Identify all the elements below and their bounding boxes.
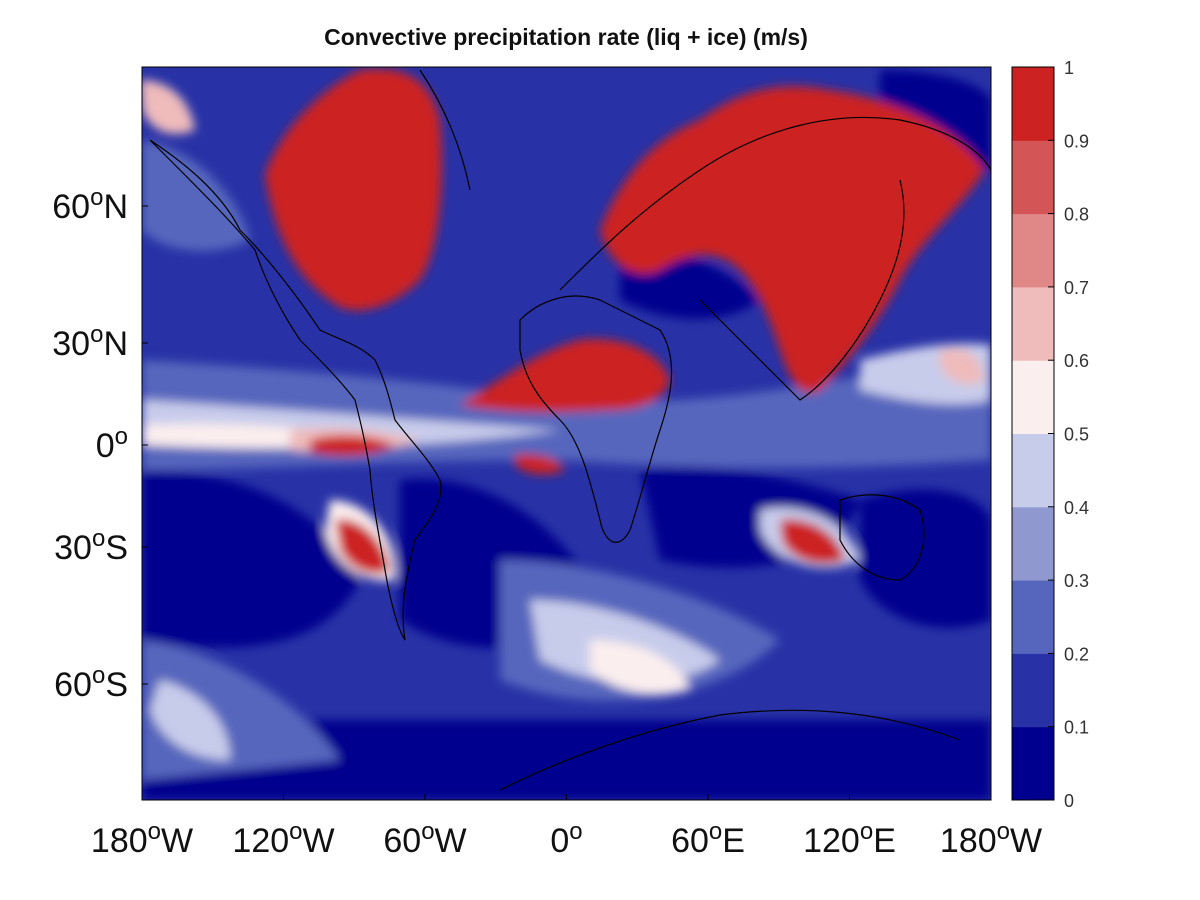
lon-label-hemisphere: W: [435, 822, 467, 860]
colorbar-tick-label: 0.3: [1064, 571, 1089, 591]
very-high-precip-region: [600, 86, 985, 393]
colorbar-segment: [1012, 726, 1054, 801]
lon-label-hemisphere: W: [303, 822, 335, 860]
longitude-label: 60oW: [383, 818, 466, 860]
high-precip-band: [530, 600, 720, 683]
very-high-precip-region: [265, 68, 442, 311]
lat-label-hemisphere: N: [103, 188, 128, 226]
very-high-precip-region: [780, 519, 845, 564]
degree-symbol: o: [92, 525, 105, 552]
americas-coast: [149, 139, 442, 641]
coastlines: [149, 69, 991, 791]
degree-symbol: o: [148, 818, 161, 845]
degree-symbol: o: [709, 818, 722, 845]
very-high-precip-region: [515, 454, 565, 475]
eurasia-coast: [559, 116, 991, 401]
colorbar: 0 0.1 0.2 0.3 0.4 0.5 0.6 0.7 0.8 0.9 1: [1011, 58, 1089, 811]
lon-label-hemisphere: E: [873, 822, 896, 860]
lon-label-value: 120: [232, 822, 289, 860]
high-precip-band: [150, 680, 230, 760]
colorbar-segment: [1012, 433, 1054, 508]
degree-symbol: o: [997, 818, 1010, 845]
colorbar-tick-label: 0.5: [1064, 425, 1089, 445]
colorbar-segment: [1012, 580, 1054, 654]
colorbar-tick-label: 0.4: [1064, 498, 1089, 518]
colorbar-tick-label: 0.9: [1064, 131, 1089, 151]
degree-symbol: o: [90, 321, 103, 348]
longitude-label: 120oE: [803, 818, 896, 860]
degree-symbol: o: [860, 818, 873, 845]
greenland-coast: [419, 69, 471, 191]
latitude-label: 60oS: [54, 662, 128, 704]
map-title: Convective precipitation rate (liq + ice…: [324, 24, 808, 50]
colorbar-segment: [1012, 213, 1054, 288]
colorbar-tick-label: 0: [1064, 791, 1074, 811]
latitude-label: 30oS: [54, 525, 128, 567]
colorbar-segment: [1012, 67, 1054, 141]
very-high-precip-region: [460, 339, 670, 413]
low-precip-region: [860, 489, 991, 628]
moderate-precip-region: [142, 140, 250, 251]
longitude-labels: 180oW 120oW 60oW 0o 60oE 120oE 180oW: [91, 794, 1042, 860]
very-high-precip-band: [940, 348, 985, 385]
longitude-label: 60oE: [671, 818, 745, 860]
very-high-precip-band: [142, 80, 195, 134]
degree-symbol: o: [569, 818, 582, 845]
lat-label-hemisphere: S: [105, 529, 128, 567]
latitude-label: 60oN: [52, 184, 128, 226]
lat-label-value: 30: [54, 529, 92, 567]
latitude-label: 0o: [96, 423, 128, 465]
colorbar-tick-label: 0.2: [1064, 644, 1089, 664]
lat-label-value: 60: [52, 188, 90, 226]
lon-label-value: 120: [803, 822, 860, 860]
longitude-label: 0o: [550, 818, 582, 860]
lat-label-hemisphere: N: [103, 325, 128, 363]
longitude-label: 180oW: [940, 818, 1042, 860]
lon-label-value: 180: [91, 822, 148, 860]
very-high-precip-region: [335, 519, 390, 574]
australia-coast: [839, 494, 925, 581]
very-high-precip-region: [310, 435, 395, 456]
colorbar-tick-label: 1: [1064, 58, 1074, 78]
colorbar-segment: [1012, 286, 1054, 361]
degree-symbol: o: [421, 818, 434, 845]
longitude-label: 180oW: [91, 818, 193, 860]
degree-symbol: o: [92, 662, 105, 689]
precipitation-field: [142, 67, 991, 800]
colorbar-tick-label: 0.6: [1064, 351, 1089, 371]
lon-label-hemisphere: E: [722, 822, 745, 860]
lon-label-value: 180: [940, 822, 997, 860]
lon-label-hemisphere: W: [1010, 822, 1042, 860]
colorbar-segment: [1012, 506, 1054, 581]
lon-label-value: 60: [671, 822, 709, 860]
lat-label-hemisphere: S: [105, 666, 128, 704]
longitude-label: 120oW: [232, 818, 334, 860]
colorbar-segment: [1012, 653, 1054, 728]
degree-symbol: o: [115, 423, 128, 450]
colorbar-tick-label: 0.8: [1064, 205, 1089, 225]
lon-label-value: 60: [383, 822, 421, 860]
colorbar-segment: [1012, 140, 1054, 215]
degree-symbol: o: [289, 818, 302, 845]
lat-label-value: 0: [96, 427, 115, 465]
africa-coast: [519, 295, 673, 543]
lon-label-hemisphere: W: [161, 822, 193, 860]
low-precip-region: [142, 470, 360, 648]
colorbar-tick-label: 0.7: [1064, 278, 1089, 298]
degree-symbol: o: [90, 184, 103, 211]
colorbar-tick-label: 0.1: [1064, 718, 1089, 738]
colorbar-segment: [1012, 360, 1054, 434]
lon-label-value: 0: [550, 822, 569, 860]
high-precip-band: [590, 640, 690, 694]
latitude-label: 30oN: [52, 321, 128, 363]
lat-label-value: 60: [54, 666, 92, 704]
antarctica-coast: [499, 709, 961, 791]
lat-label-value: 30: [52, 325, 90, 363]
